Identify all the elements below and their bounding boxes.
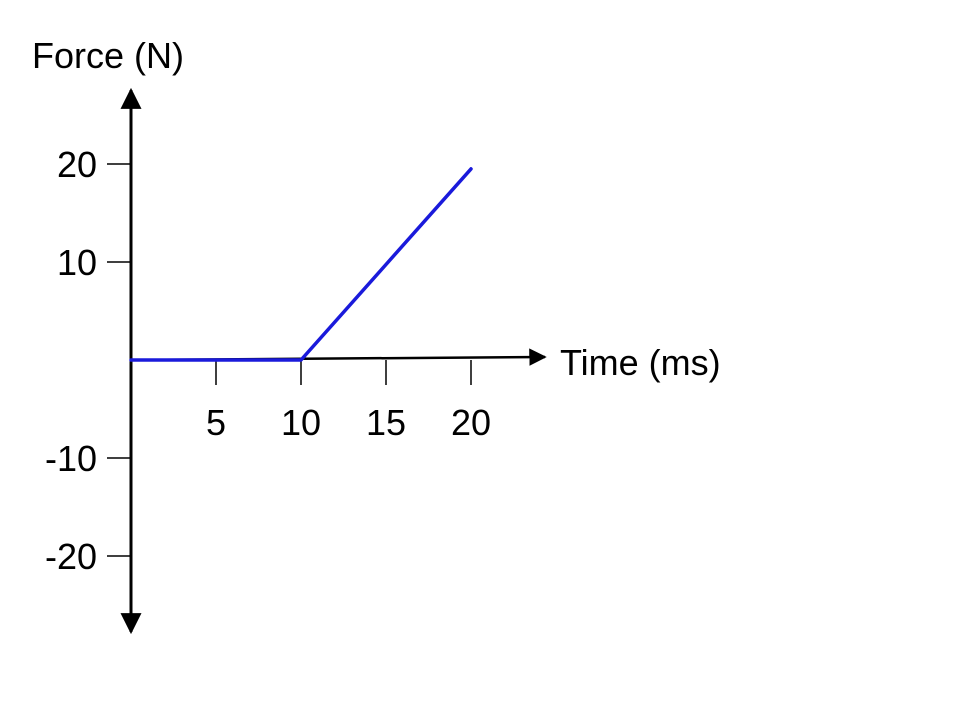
x-tick-label: 5 bbox=[206, 402, 226, 443]
series-line bbox=[129, 167, 473, 362]
y-tick-label: -20 bbox=[45, 536, 97, 577]
x-tick-label: 15 bbox=[366, 402, 406, 443]
y-axis-title: Force (N) bbox=[32, 35, 184, 76]
x-ticks: 5 10 15 20 bbox=[206, 360, 491, 443]
series-layer bbox=[129, 167, 473, 362]
y-ticks: 20 10 -10 -20 bbox=[45, 144, 131, 577]
y-tick-label: 10 bbox=[57, 242, 97, 283]
y-tick-label: 20 bbox=[57, 144, 97, 185]
x-tick-label: 20 bbox=[451, 402, 491, 443]
x-tick-label: 10 bbox=[281, 402, 321, 443]
y-tick-label: -10 bbox=[45, 438, 97, 479]
x-axis-title: Time (ms) bbox=[560, 342, 721, 383]
